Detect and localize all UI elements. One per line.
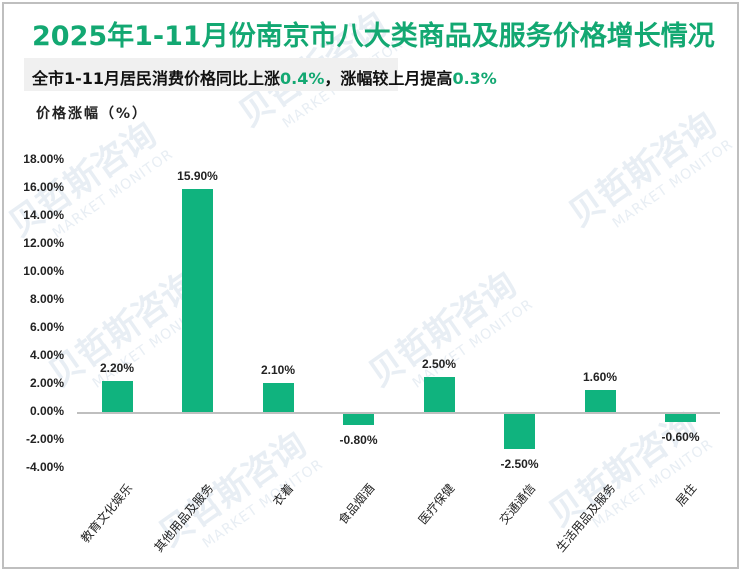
- data-label: 2.50%: [421, 357, 457, 371]
- subtitle-highlight-value: 0.3%: [452, 69, 497, 88]
- chart-subtitle: 全市1-11月居民消费价格同比上涨0.4%，涨幅较上月提高0.3%: [32, 69, 497, 88]
- data-label: -2.50%: [500, 457, 539, 471]
- bar-8: [665, 414, 696, 423]
- data-label: -0.80%: [339, 433, 378, 448]
- subtitle-highlight-value: 0.4%: [280, 69, 325, 88]
- y-axis-tick-label: 6.00%: [29, 320, 64, 334]
- data-label: 2.20%: [99, 361, 135, 376]
- y-axis-tick-label: 12.00%: [23, 236, 64, 250]
- data-label: 15.90%: [177, 169, 218, 184]
- bar-3: [262, 382, 294, 412]
- y-axis-tick-label: 10.00%: [23, 264, 64, 278]
- bar-4: [343, 414, 374, 426]
- bar-5: [423, 377, 455, 412]
- subtitle-band: [24, 58, 398, 91]
- y-axis-tick-label: 8.00%: [29, 292, 64, 306]
- data-label: 1.60%: [582, 369, 618, 384]
- y-axis-tick-label: -4.00%: [25, 460, 64, 474]
- y-axis-tick-label: 14.00%: [23, 208, 64, 222]
- y-axis-tick-label: 18.00%: [23, 152, 64, 166]
- y-axis-tick-label: 0.00%: [29, 404, 64, 418]
- data-label: -0.60%: [661, 430, 700, 445]
- y-axis-tick-label: 4.00%: [29, 348, 64, 362]
- y-axis-tick-label: -2.00%: [25, 432, 64, 446]
- bar-2: [182, 189, 213, 412]
- y-axis-tick-label: 2.00%: [29, 376, 64, 390]
- bar-6: [504, 414, 535, 449]
- y-axis-unit-label: 价格涨幅（%）: [36, 106, 149, 122]
- y-axis-tick-label: 16.00%: [23, 180, 64, 194]
- data-label: 2.10%: [260, 362, 296, 377]
- bar-7: [584, 389, 616, 412]
- x-axis-line: [77, 412, 720, 414]
- bar-1: [101, 381, 133, 412]
- chart-title: 2025年1-11月份南京市八大类商品及服务价格增长情况: [32, 21, 715, 52]
